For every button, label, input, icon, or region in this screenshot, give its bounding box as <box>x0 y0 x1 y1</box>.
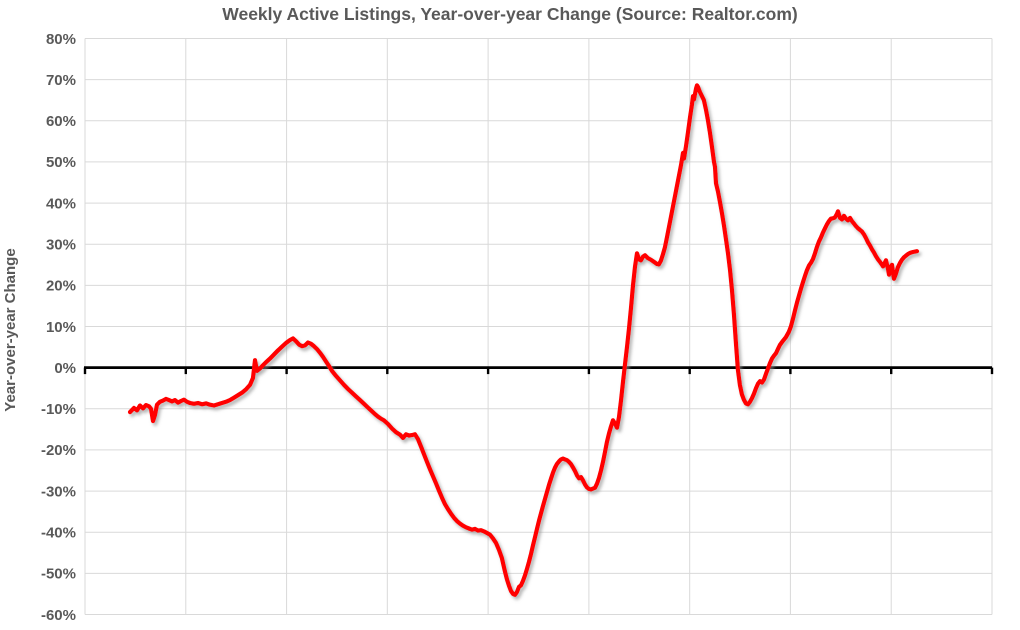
y-tick-label: -60% <box>41 607 76 624</box>
y-tick-label: 50% <box>46 154 76 171</box>
series-line <box>127 83 920 597</box>
vertical-gridlines <box>84 38 993 615</box>
y-axis-labels: 80% 70% 60% 50% 40% 30% 20% 10% 0% -10% -20% -30% -4… <box>41 31 76 624</box>
y-tick-label: 60% <box>46 113 76 130</box>
x-axis <box>83 366 994 375</box>
y-tick-label: 80% <box>46 31 76 48</box>
y-tick-label: 10% <box>46 319 76 336</box>
y-tick-label: -30% <box>41 483 76 500</box>
chart-title: Weekly Active Listings, Year-over-year C… <box>222 4 798 24</box>
data-series <box>127 83 920 597</box>
y-tick-label: 20% <box>46 278 76 295</box>
y-tick-label: 40% <box>46 195 76 212</box>
y-tick-label: -10% <box>41 401 76 418</box>
y-tick-label: 0% <box>54 360 76 377</box>
y-tick-label: -20% <box>41 442 76 459</box>
horizontal-gridlines <box>85 38 992 615</box>
y-tick-label: -40% <box>41 525 76 542</box>
y-tick-label: -50% <box>41 566 76 583</box>
y-tick-label: 70% <box>46 72 76 89</box>
y-tick-label: 30% <box>46 237 76 254</box>
y-axis-title: Year-over-year Change <box>2 248 19 412</box>
